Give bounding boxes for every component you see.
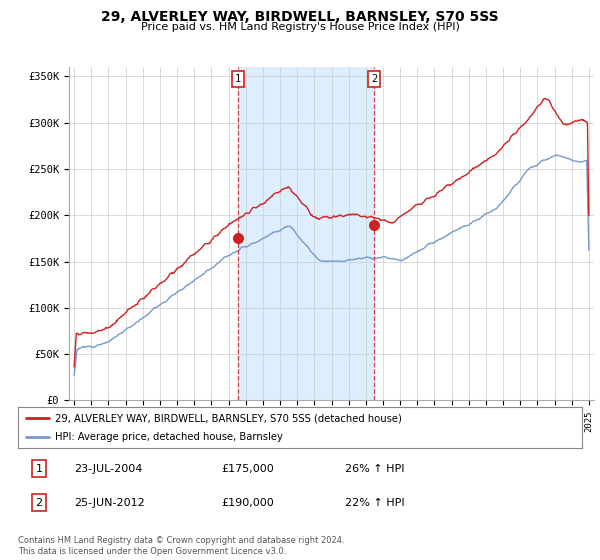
- Bar: [238, 67, 374, 400]
- Text: Contains HM Land Registry data © Crown copyright and database right 2024.
This d: Contains HM Land Registry data © Crown c…: [18, 536, 344, 556]
- Text: 23-JUL-2004: 23-JUL-2004: [74, 464, 143, 474]
- Text: 22% ↑ HPI: 22% ↑ HPI: [345, 498, 405, 508]
- Text: HPI: Average price, detached house, Barnsley: HPI: Average price, detached house, Barn…: [55, 432, 283, 442]
- Text: £175,000: £175,000: [221, 464, 274, 474]
- Text: 26% ↑ HPI: 26% ↑ HPI: [345, 464, 404, 474]
- Text: 1: 1: [35, 464, 43, 474]
- Text: 29, ALVERLEY WAY, BIRDWELL, BARNSLEY, S70 5SS: 29, ALVERLEY WAY, BIRDWELL, BARNSLEY, S7…: [101, 10, 499, 24]
- Text: 1: 1: [235, 74, 241, 84]
- Text: 2: 2: [35, 498, 43, 508]
- Text: Price paid vs. HM Land Registry's House Price Index (HPI): Price paid vs. HM Land Registry's House …: [140, 22, 460, 32]
- Text: 25-JUN-2012: 25-JUN-2012: [74, 498, 145, 508]
- Text: £190,000: £190,000: [221, 498, 274, 508]
- Text: 29, ALVERLEY WAY, BIRDWELL, BARNSLEY, S70 5SS (detached house): 29, ALVERLEY WAY, BIRDWELL, BARNSLEY, S7…: [55, 413, 401, 423]
- Text: 2: 2: [371, 74, 377, 84]
